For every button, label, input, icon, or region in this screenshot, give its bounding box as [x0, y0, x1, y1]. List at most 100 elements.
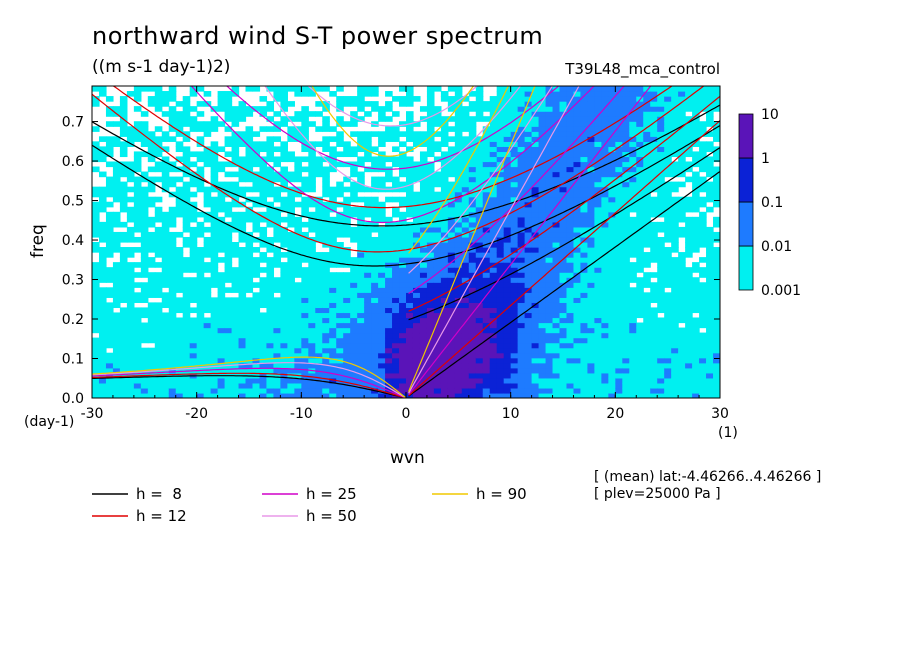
power-cell [175, 287, 184, 293]
power-cell [406, 146, 414, 153]
power-cell [468, 337, 477, 344]
power-cell [573, 257, 582, 263]
power-cell [545, 176, 554, 183]
power-cell [217, 382, 226, 389]
power-cell [692, 362, 700, 369]
power-cell [126, 387, 135, 394]
power-cell [636, 337, 644, 344]
power-cell [294, 236, 302, 243]
power-cell [601, 312, 609, 319]
power-cell [594, 116, 602, 122]
power-cell [294, 287, 302, 293]
power-cell [133, 307, 142, 314]
power-cell [468, 377, 477, 384]
power-cell [699, 86, 707, 92]
power-cell [336, 191, 344, 198]
power-cell [426, 327, 435, 334]
power-cell [175, 367, 184, 374]
power-cell [657, 382, 665, 389]
power-cell [238, 186, 247, 193]
power-cell [454, 201, 463, 208]
power-cell [671, 257, 679, 263]
power-cell [231, 111, 240, 117]
power-cell [322, 317, 330, 324]
power-cell [266, 322, 275, 329]
power-cell [636, 362, 644, 369]
power-cell [657, 347, 665, 354]
power-cell [412, 211, 421, 218]
power-cell [678, 267, 686, 273]
power-cell [510, 252, 519, 258]
power-cell [147, 176, 156, 183]
power-cell [245, 111, 254, 117]
power-cell [587, 146, 595, 153]
power-cell [343, 377, 351, 384]
power-cell [343, 257, 351, 263]
power-cell [406, 332, 414, 339]
power-cell [650, 211, 658, 218]
power-cell [531, 332, 540, 339]
power-cell [503, 347, 512, 354]
power-cell [280, 332, 288, 339]
power-cell [517, 86, 526, 92]
power-cell [343, 226, 351, 233]
power-cell [685, 357, 693, 364]
power-cell [601, 262, 609, 268]
power-cell [119, 377, 128, 384]
power-cell [231, 282, 240, 288]
power-cell [406, 342, 414, 349]
power-cell [580, 337, 589, 344]
power-cell [566, 231, 575, 238]
power-cell [161, 297, 170, 303]
power-cell [461, 277, 470, 283]
power-cell [664, 277, 672, 283]
power-cell [629, 322, 637, 329]
power-cell [573, 392, 582, 398]
power-cell [713, 292, 720, 298]
power-cell [538, 377, 547, 384]
power-cell [238, 262, 247, 268]
power-cell [203, 337, 212, 344]
power-cell [112, 377, 121, 384]
power-cell [315, 211, 323, 218]
power-cell [475, 292, 484, 298]
power-cell [357, 136, 365, 142]
power-cell [112, 287, 121, 293]
power-cell [657, 161, 665, 168]
dispersion-curve [408, 86, 510, 254]
power-cell [587, 317, 595, 324]
power-cell [475, 196, 484, 203]
power-cell [475, 392, 484, 398]
power-cell [566, 362, 575, 369]
power-cell [461, 221, 470, 228]
power-cell [699, 201, 707, 208]
power-cell [329, 322, 337, 329]
power-cell [112, 136, 121, 142]
power-cell [713, 267, 720, 273]
power-cell [426, 101, 435, 107]
power-cell [706, 146, 714, 153]
power-cell [447, 277, 456, 283]
power-cell [238, 231, 247, 238]
power-cell [294, 347, 302, 354]
power-cell [468, 352, 477, 359]
power-cell [433, 191, 442, 198]
power-cell [643, 131, 651, 137]
power-cell [308, 377, 316, 384]
power-cell [182, 262, 191, 268]
power-cell [119, 337, 128, 344]
power-cell [105, 337, 114, 344]
power-cell [98, 236, 107, 243]
power-cell [371, 282, 379, 288]
power-cell [650, 166, 658, 173]
power-cell [322, 387, 330, 394]
power-cell [371, 91, 379, 97]
power-cell [482, 247, 491, 253]
power-cell [657, 186, 665, 193]
power-cell [566, 126, 575, 132]
power-cell [531, 297, 540, 303]
power-cell [189, 352, 198, 359]
power-cell [119, 267, 128, 273]
power-cell [126, 312, 135, 319]
power-cell [615, 151, 623, 158]
